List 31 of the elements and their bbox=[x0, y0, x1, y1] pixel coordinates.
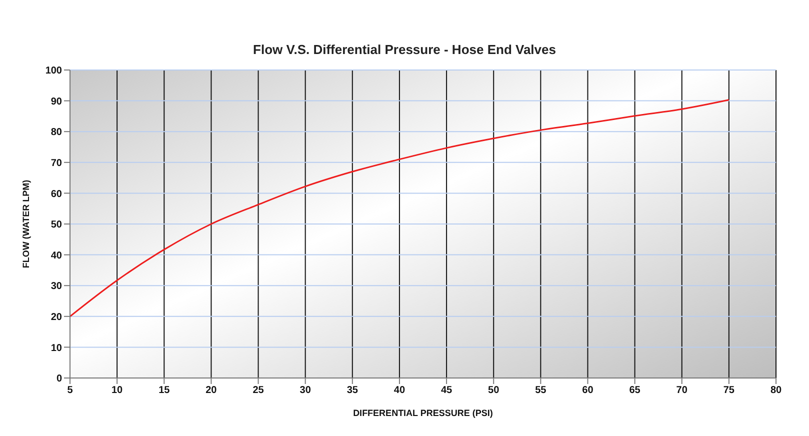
y-tick-label: 60 bbox=[50, 188, 62, 200]
x-tick-label: 70 bbox=[676, 385, 688, 396]
line-series bbox=[70, 99, 730, 318]
x-tick-label: 5 bbox=[67, 385, 74, 396]
y-tick-label: 90 bbox=[50, 96, 62, 108]
x-tick-label: 10 bbox=[112, 385, 124, 396]
y-tick-label: 70 bbox=[50, 158, 62, 169]
x-tick-label: 50 bbox=[488, 385, 500, 396]
y-tick-label: 80 bbox=[50, 127, 62, 138]
x-axis-title: DIFFERENTIAL PRESSURE (PSI) bbox=[353, 408, 493, 418]
y-tick-label: 10 bbox=[50, 342, 62, 354]
x-tick-label: 30 bbox=[300, 385, 312, 396]
x-tick-label: 75 bbox=[723, 385, 735, 396]
y-tick-label: 30 bbox=[50, 281, 62, 292]
x-tick-label: 35 bbox=[346, 385, 358, 396]
x-tick-label: 15 bbox=[158, 385, 170, 396]
x-tick-label: 45 bbox=[440, 385, 453, 396]
y-tick-label: 0 bbox=[56, 374, 62, 385]
y-tick-label: 20 bbox=[50, 312, 62, 323]
x-tick-label: 55 bbox=[535, 385, 547, 396]
x-tick-label: 60 bbox=[582, 385, 594, 396]
x-tick-label: 25 bbox=[252, 385, 264, 396]
x-tick-label: 40 bbox=[394, 385, 406, 396]
x-tick-label: 65 bbox=[629, 385, 641, 396]
y-axis-title: FLOW (WATER LPM) bbox=[21, 180, 32, 268]
y-tick-label: 40 bbox=[50, 250, 62, 262]
x-tick-label: 80 bbox=[770, 385, 782, 396]
chart-title: Flow V.S. Differential Pressure - Hose End Valves bbox=[252, 42, 557, 57]
x-tick-label: 20 bbox=[206, 385, 218, 396]
y-tick-label: 100 bbox=[45, 66, 62, 77]
y-tick-label: 50 bbox=[50, 220, 62, 231]
